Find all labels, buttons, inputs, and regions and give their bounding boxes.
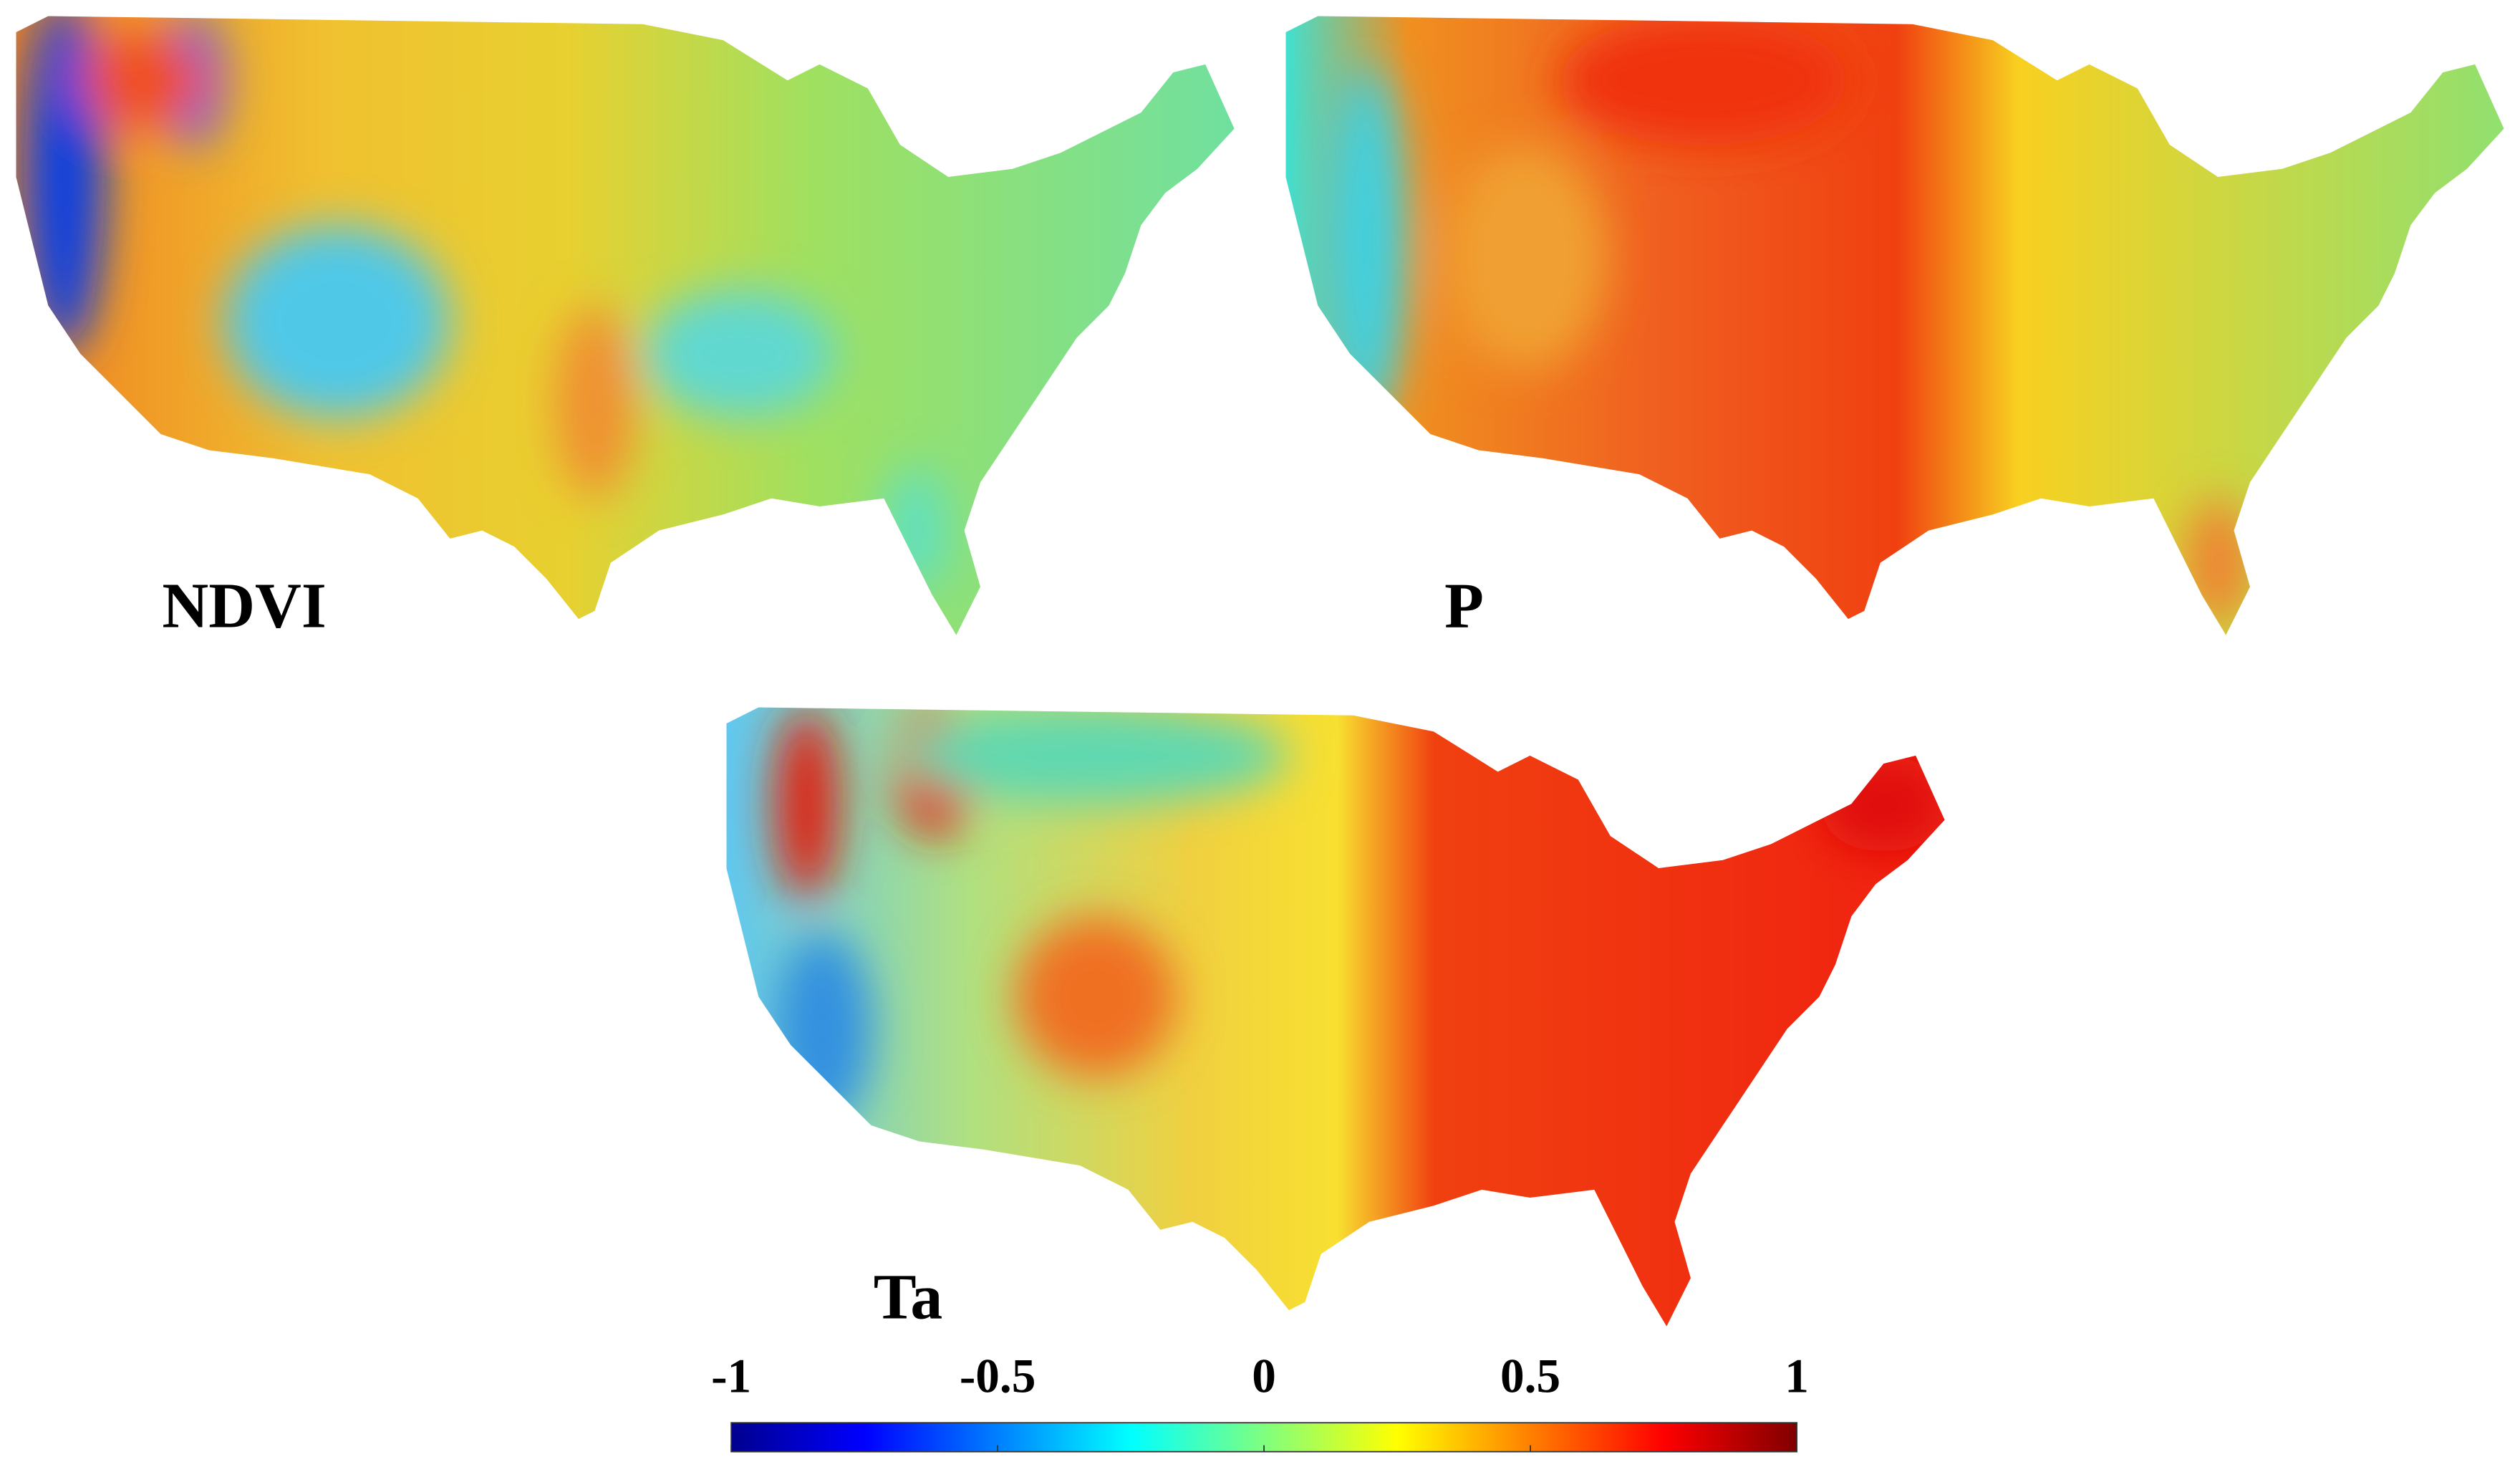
map-region: [1446, 145, 1608, 370]
panel-label: P: [1444, 570, 1484, 641]
map-region: [554, 305, 635, 499]
panel-label: Ta: [874, 1261, 943, 1332]
panel-label: NDVI: [162, 570, 326, 641]
ta-map: [726, 707, 1945, 1327]
map-region: [80, 32, 209, 129]
tick-label: -1: [711, 1350, 751, 1403]
tick-label: 1: [1785, 1350, 1809, 1403]
p-map: [1285, 16, 2504, 635]
map-region: [225, 225, 450, 418]
map-region: [774, 932, 872, 1126]
map-region: [1015, 916, 1177, 1077]
map-region: [903, 707, 1289, 804]
tick-label: 0.5: [1500, 1350, 1560, 1403]
map-region: [1819, 755, 1945, 852]
map-region: [1558, 16, 1848, 145]
map-region: [884, 466, 949, 595]
map-region: [2186, 498, 2250, 627]
tick-label: 0: [1252, 1350, 1276, 1403]
tick-label: -0.5: [960, 1350, 1036, 1403]
map-region: [642, 289, 836, 418]
map-region: [774, 707, 839, 900]
ndvi-map: [16, 16, 1235, 635]
map-region: [1326, 64, 1406, 418]
colorbar: -1 -0.5 0 0.5 1: [711, 1350, 1809, 1453]
